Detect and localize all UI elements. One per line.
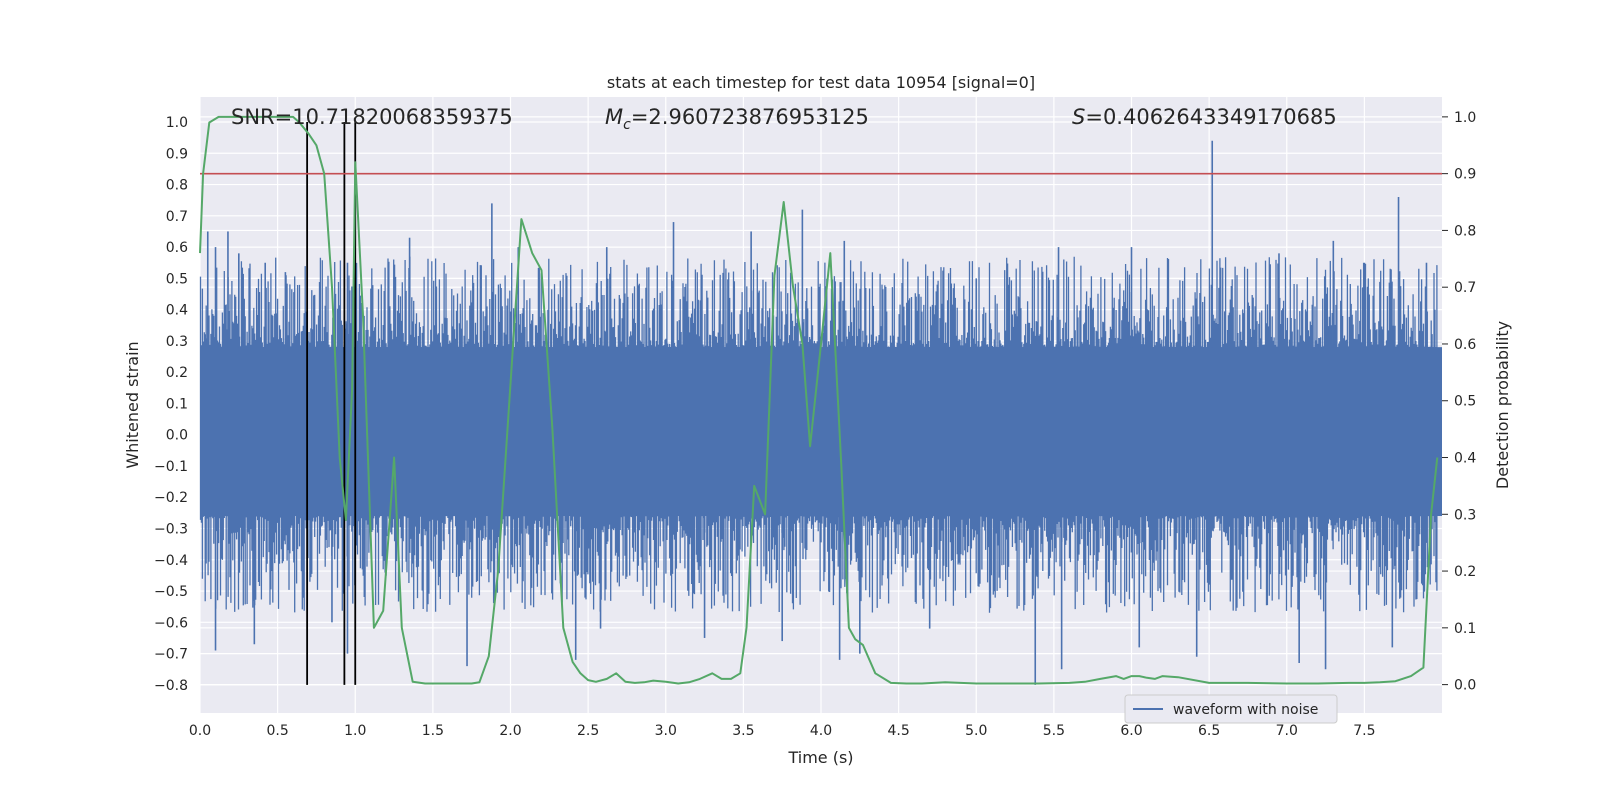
- strain-series: [199, 140, 1442, 685]
- y2-tick-label: 0.1: [1454, 621, 1476, 637]
- probability-series: [199, 115, 1439, 685]
- legend-label: waveform with noise: [1173, 702, 1318, 718]
- x-tick-label: 6.0: [1120, 723, 1142, 739]
- y2-tick-label: 0.9: [1454, 167, 1476, 183]
- y-tick-label: 0.3: [166, 334, 188, 350]
- y-tick-label: 0.0: [166, 428, 188, 444]
- y2-tick-labels: 1.0 0.9 0.8 0.7 0.6 0.5 0.4 0.3 0.2 0.1 0.0: [1442, 110, 1476, 694]
- y2-tick-label: 0.8: [1454, 223, 1476, 239]
- y-tick-label: 0.1: [166, 396, 188, 412]
- y2-tick-label: 0.4: [1454, 451, 1476, 467]
- y-tick-label: 0.8: [166, 178, 188, 194]
- x-tick-label: 2.5: [577, 723, 599, 739]
- y2-axis-label: Detection probability: [1493, 321, 1512, 489]
- y2-tick-label: 0.0: [1454, 678, 1476, 694]
- y-tick-label: −0.4: [154, 553, 188, 569]
- snr-annotation: SNR=10.71820068359375: [231, 105, 513, 129]
- y2-tick-label: 0.3: [1454, 507, 1476, 523]
- legend: waveform with noise: [1124, 694, 1338, 724]
- legend-box: [1124, 694, 1338, 724]
- x-tick-label: 3.0: [655, 723, 677, 739]
- x-tick-label: 5.5: [1043, 723, 1065, 739]
- x-tick-label: 4.5: [887, 723, 909, 739]
- chirp-mass-subscript: c: [623, 117, 631, 133]
- y-tick-label: 0.6: [166, 240, 188, 256]
- strain-core: [200, 347, 1442, 517]
- x-tick-label: 0.5: [266, 723, 288, 739]
- x-axis-label: Time (s): [787, 748, 853, 767]
- chirp-mass-annotation: Mc=2.960723876953125: [605, 105, 869, 133]
- y-tick-label: −0.2: [154, 490, 188, 506]
- y-tick-label: −0.7: [154, 647, 188, 663]
- s-value: =0.4062643349170685: [1085, 105, 1336, 129]
- y2-tick-label: 1.0: [1454, 110, 1476, 126]
- y-axis-label: Whitened strain: [123, 341, 142, 468]
- chirp-mass-symbol: M: [605, 105, 623, 129]
- x-tick-label: 1.5: [422, 723, 444, 739]
- y-tick-label: −0.1: [154, 459, 188, 475]
- x-tick-label: 7.0: [1276, 723, 1298, 739]
- y2-tick-label: 0.2: [1454, 564, 1476, 580]
- x-tick-label: 5.0: [965, 723, 987, 739]
- s-annotation: S=0.4062643349170685: [1072, 105, 1337, 129]
- y-tick-label: 0.7: [166, 209, 188, 225]
- x-tick-label: 4.0: [810, 723, 832, 739]
- y-tick-label: 1.0: [166, 115, 188, 131]
- x-tick-label: 3.5: [732, 723, 754, 739]
- x-tick-label: 7.5: [1353, 723, 1375, 739]
- x-tick-labels: 0.0 0.5 1.0 1.5 2.0 2.5 3.0 3.5 4.0 4.5 5.0 5.5 6.0 6…: [189, 723, 1376, 739]
- y2-tick-label: 0.6: [1454, 337, 1476, 353]
- y2-tick-label: 0.7: [1454, 280, 1476, 296]
- s-symbol: S: [1072, 105, 1085, 129]
- x-tick-label: 6.5: [1198, 723, 1220, 739]
- x-tick-label: 1.0: [344, 723, 366, 739]
- y-tick-label: 0.4: [166, 303, 188, 319]
- y-tick-label: −0.8: [154, 678, 188, 694]
- y-tick-labels: 1.0 0.9 0.8 0.7 0.6 0.5 0.4 0.3 0.2 0.1 0.0 −0.1 −0.…: [154, 115, 188, 694]
- x-tick-label: 2.0: [499, 723, 521, 739]
- chirp-mass-value: =2.960723876953125: [631, 105, 869, 129]
- y-tick-label: −0.6: [154, 615, 188, 631]
- y-tick-label: 0.2: [166, 365, 188, 381]
- strain-band: [199, 256, 1442, 613]
- y2-tick-label: 0.5: [1454, 394, 1476, 410]
- y-tick-label: −0.5: [154, 584, 188, 600]
- y-tick-label: −0.3: [154, 522, 188, 538]
- chart-title: stats at each timestep for test data 109…: [607, 73, 1035, 92]
- y-tick-label: 0.5: [166, 271, 188, 287]
- detection-probability-line: [199, 115, 1439, 685]
- x-tick-label: 0.0: [189, 723, 211, 739]
- y-tick-label: 0.9: [166, 146, 188, 162]
